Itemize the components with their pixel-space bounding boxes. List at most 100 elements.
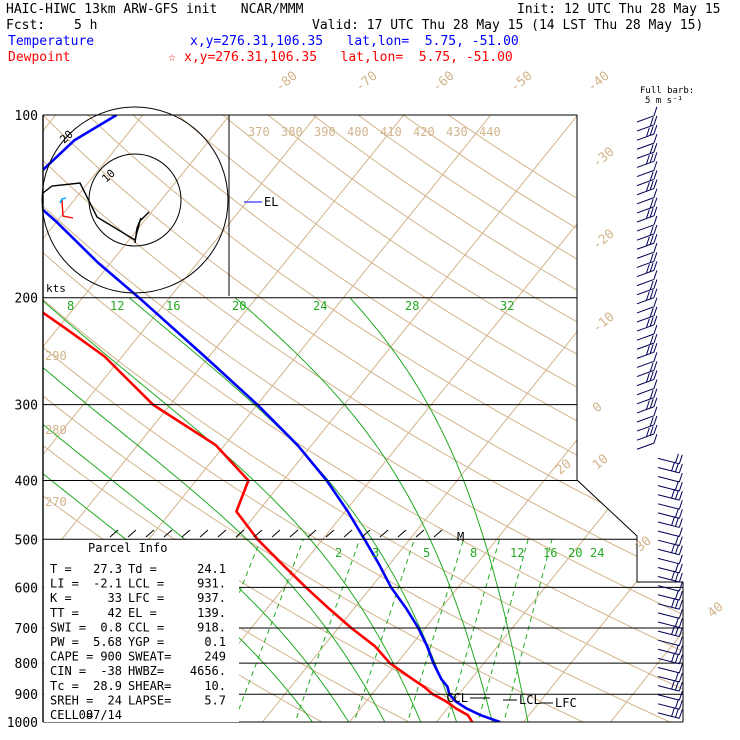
wind-barb-feather (653, 424, 658, 435)
wind-barb-feather (674, 671, 679, 682)
parcel-info-cell: 931. (197, 577, 226, 591)
wind-barb (636, 169, 655, 178)
wind-barb-feather (674, 517, 679, 527)
theta-label: 390 (314, 125, 336, 139)
wind-barb-feather (649, 289, 654, 300)
parcel-info-cell: K = (50, 591, 72, 605)
isotherm-label: -70 (353, 68, 381, 95)
wind-barb-feather (653, 379, 658, 389)
mixing-ratio-label: 3 (372, 546, 379, 560)
mixing-ratio-line (442, 539, 501, 722)
hatch-mark (397, 529, 407, 538)
moist-adiabat-label: 28 (405, 299, 419, 313)
wind-barb-feather (649, 117, 654, 127)
pressure-tick-label: 500 (15, 533, 38, 548)
legend-dewpoint: Dewpoint (8, 50, 71, 65)
m-label: M (457, 530, 464, 544)
wind-barb-feather (678, 463, 683, 474)
wind-barb-feather (653, 352, 658, 362)
temperature-profile (43, 115, 501, 722)
isotherm-label: -30 (590, 144, 618, 171)
wind-barb-feather (653, 152, 658, 162)
wind-barb-feather (653, 188, 658, 198)
wind-barb (636, 215, 655, 223)
wind-barb-feather (653, 388, 658, 398)
wind-barb-feather (678, 518, 683, 528)
parcel-info-cell: 5.7 (204, 693, 226, 707)
wind-barb-feather (678, 691, 683, 701)
wind-barb-feather (674, 544, 679, 554)
wind-barb (636, 160, 655, 168)
wind-barb-feather (649, 280, 654, 291)
wind-barb-feather (653, 343, 658, 353)
wind-barb-feather (653, 252, 658, 262)
wind-barb-feather (674, 599, 679, 609)
barb-legend-title: Full barb: (640, 86, 695, 96)
wind-barb (636, 415, 655, 423)
legend-temperature: Temperature (8, 34, 95, 49)
hatch-mark (235, 529, 245, 538)
wind-barb-feather (671, 570, 676, 581)
wind-barb-feather (649, 417, 654, 427)
wind-barb-feather (645, 373, 650, 383)
wind-barb-feather (678, 472, 683, 483)
parcel-info-cell: CCL = (128, 620, 164, 634)
wind-barb-feather (649, 235, 654, 245)
parcel-info-cell: EL = (128, 606, 157, 620)
wind-barb-feather (649, 262, 654, 272)
theta-label: 400 (347, 125, 369, 139)
wind-barb-feather (678, 491, 683, 501)
hatch-mark (361, 529, 371, 538)
wind-barb-feather (653, 370, 658, 380)
hodograph-outer-ring (41, 106, 229, 294)
wind-barb-feather (678, 654, 683, 664)
hodograph: 20 10 kts (41, 106, 229, 295)
wind-barb-feather (678, 527, 683, 537)
hatch-mark (289, 529, 299, 538)
pressure-tick-label: 1000 (7, 716, 38, 731)
isotherm-label: -20 (590, 226, 618, 253)
parcel-info-cell: 0.8 (100, 620, 122, 634)
lfc-label: LFC (555, 696, 577, 710)
wind-barb (657, 557, 680, 565)
theta-label: 370 (248, 125, 270, 139)
theta-label: 270 (45, 495, 67, 509)
wind-barb-feather (649, 208, 654, 218)
hatch-mark (253, 529, 263, 538)
parcel-info-cell: 10. (204, 679, 226, 693)
wind-barb-feather (645, 427, 650, 437)
wind-barb (636, 251, 655, 259)
mixing-ratio-line (290, 539, 361, 722)
parcel-info-cell: Tc = (50, 679, 79, 693)
theta-label: 380 (281, 125, 303, 139)
isotherm-line (512, 115, 683, 722)
wind-barb-feather (674, 699, 679, 709)
parcel-info-cell: -2.1 (93, 577, 122, 591)
wind-barb-feather (674, 535, 679, 545)
wind-barb-feather (645, 400, 650, 410)
moist-adiabat-label: 12 (110, 299, 124, 313)
hatch-mark (199, 529, 209, 538)
theta-label: 430 (446, 125, 468, 139)
hatch-mark (163, 529, 173, 538)
wind-barb (636, 306, 655, 314)
pressure-tick-label: 400 (15, 474, 38, 489)
parcel-info-cell: SREH = (50, 693, 93, 707)
wind-barb-feather (653, 124, 658, 135)
wind-barb-feather (678, 618, 683, 628)
wind-barb-feather (653, 161, 658, 171)
wind-barb (636, 278, 655, 287)
parcel-info-cell: 900 (100, 650, 122, 664)
wind-barb (636, 369, 655, 378)
pressure-tick-label: 800 (15, 657, 38, 672)
dry-adiabat-line (43, 115, 683, 722)
wind-barb-feather (645, 263, 650, 274)
wind-barb (636, 406, 655, 414)
isotherm-label: -80 (273, 68, 301, 95)
mixing-ratio-line (473, 539, 529, 722)
isotherm-line (687, 101, 740, 734)
wind-barb-feather (671, 598, 676, 608)
isotherm-label: -50 (508, 68, 536, 95)
hatch-mark (181, 529, 191, 538)
wind-barb (636, 260, 655, 268)
